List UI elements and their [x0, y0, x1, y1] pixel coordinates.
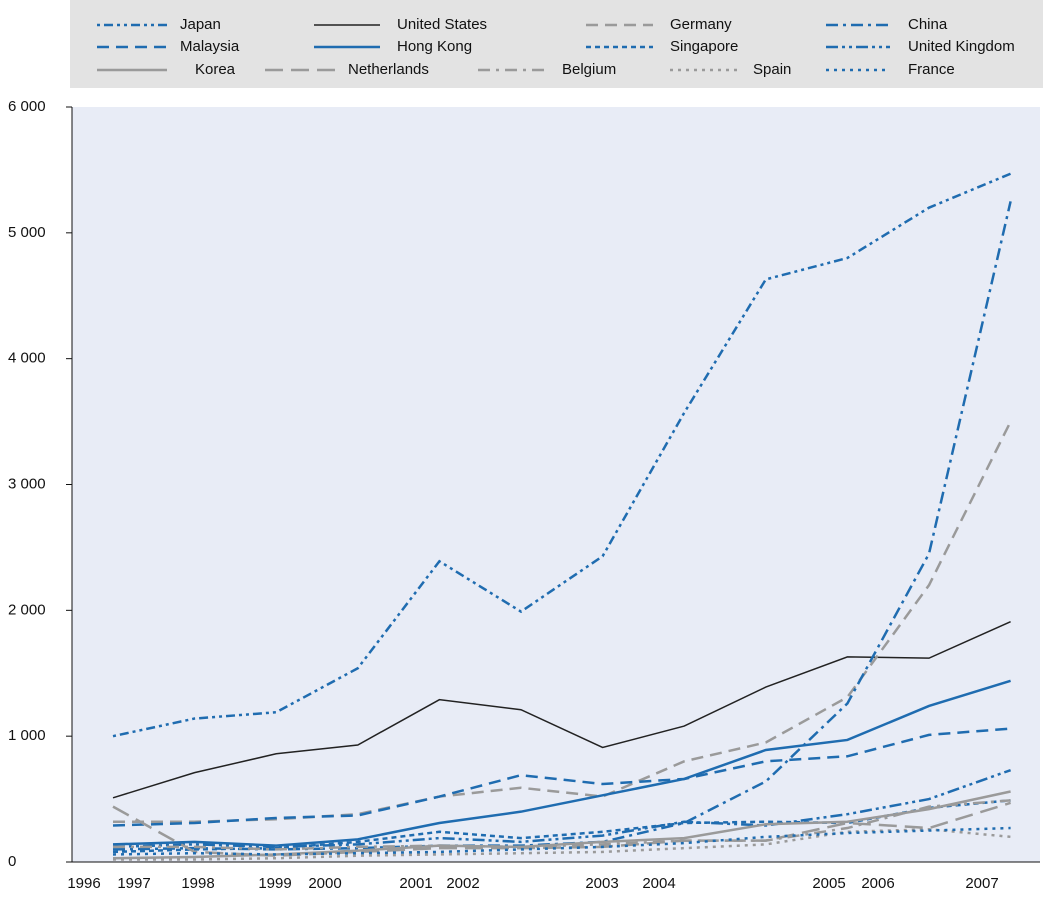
- x-tick-label: 2006: [861, 875, 894, 892]
- legend-label: United States: [397, 16, 487, 33]
- y-tick-label: 5 000: [8, 224, 46, 241]
- series-line: [112, 826, 1011, 856]
- y-tick-label: 3 000: [8, 475, 46, 492]
- x-tick-label: 2004: [642, 875, 675, 892]
- x-tick-label: 1996: [67, 875, 100, 892]
- y-tick-label: 0: [8, 853, 16, 870]
- x-tick-label: 2003: [585, 875, 618, 892]
- legend-background: [70, 0, 1043, 88]
- x-tick-label: 2001: [399, 875, 432, 892]
- legend-label: United Kingdom: [908, 38, 1015, 55]
- x-tick-label: 2005: [812, 875, 845, 892]
- legend-label: France: [908, 61, 955, 78]
- legend-label: Netherlands: [348, 61, 429, 78]
- x-tick-label: 2002: [446, 875, 479, 892]
- series-line: [112, 201, 1012, 851]
- legend-label: Japan: [180, 16, 221, 33]
- legend-label: Spain: [753, 61, 791, 78]
- x-tick-label: 2000: [308, 875, 341, 892]
- legend-label: Germany: [670, 16, 732, 33]
- series-line: [113, 799, 1011, 851]
- y-tick-label: 6 000: [8, 98, 46, 115]
- x-tick-label: 1997: [117, 875, 150, 892]
- legend-label: Singapore: [670, 38, 738, 55]
- legend-label: Malaysia: [180, 38, 240, 55]
- series-line: [112, 620, 1011, 799]
- plot-background: [72, 107, 1040, 862]
- series-line: [113, 828, 1011, 861]
- x-tick-label: 1998: [181, 875, 214, 892]
- y-tick-label: 1 000: [8, 727, 46, 744]
- series-line: [112, 172, 1012, 738]
- y-tick-label: 2 000: [8, 601, 46, 618]
- legend-label: China: [908, 16, 948, 33]
- legend-label: Belgium: [562, 61, 616, 78]
- legend-label: Hong Kong: [397, 38, 472, 55]
- legend-label: Korea: [195, 61, 236, 78]
- series-line: [112, 768, 1012, 849]
- series-line: [112, 679, 1011, 847]
- x-tick-label: 2007: [965, 875, 998, 892]
- y-tick-label: 4 000: [8, 350, 46, 367]
- x-tick-label: 1999: [258, 875, 291, 892]
